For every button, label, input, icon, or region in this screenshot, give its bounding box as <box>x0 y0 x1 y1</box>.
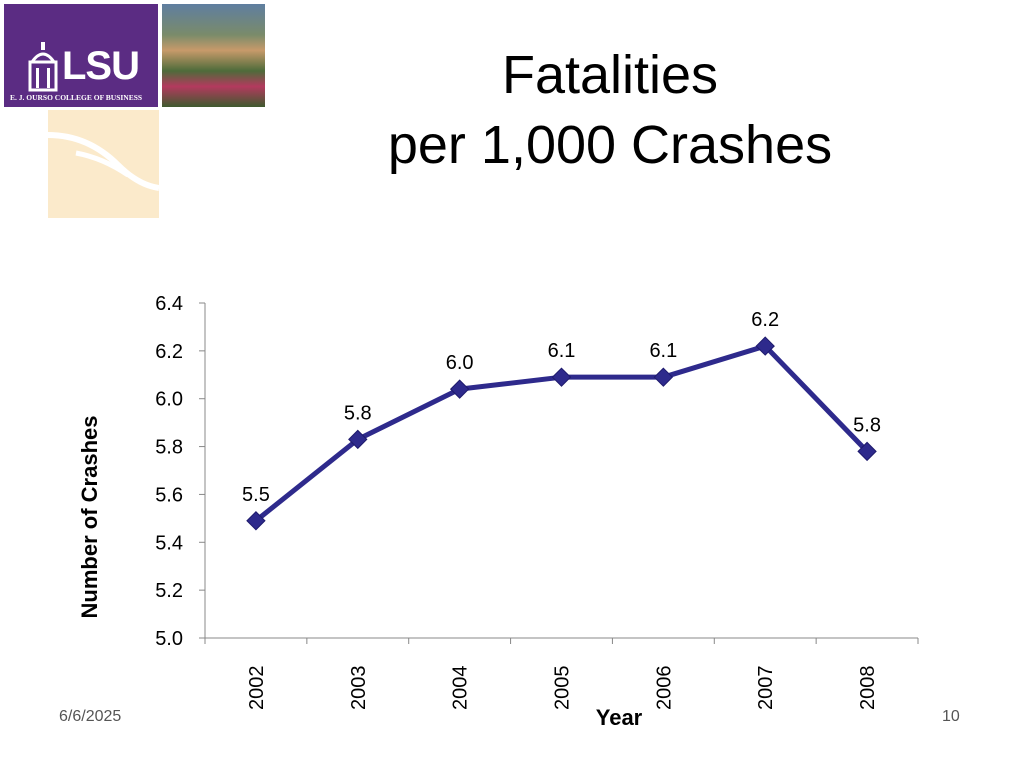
data-label: 5.5 <box>242 484 270 506</box>
logo-subtitle: E. J. OURSO COLLEGE OF BUSINESS <box>10 93 143 102</box>
lsu-logo: LSU E. J. OURSO COLLEGE OF BUSINESS <box>4 4 158 107</box>
data-point-marker <box>755 336 775 356</box>
y-tick-label: 6.2 <box>155 341 183 363</box>
data-label: 6.1 <box>649 340 677 362</box>
page-number: 10 <box>942 708 960 725</box>
data-point-marker <box>348 429 368 450</box>
title-line-2: per 1,000 Crashes <box>387 115 833 175</box>
x-tick-label: 2004 <box>450 666 472 711</box>
data-point-marker <box>653 367 674 387</box>
data-point-marker <box>857 441 877 462</box>
y-tick-label: 5.0 <box>155 628 183 650</box>
data-label: 6.0 <box>446 352 474 374</box>
x-tick-label: 2005 <box>552 666 574 711</box>
slide-date: 6/6/2025 <box>59 708 122 725</box>
y-tick-label: 5.8 <box>155 437 183 459</box>
x-tick-label: 2003 <box>348 666 370 711</box>
y-tick-label: 6.4 <box>155 293 183 315</box>
y-tick-label: 6.0 <box>155 389 183 411</box>
y-tick-label: 5.2 <box>155 580 183 602</box>
x-tick-label: 2008 <box>857 666 879 711</box>
x-tick-label: 2007 <box>755 666 777 711</box>
building-icon <box>28 42 58 92</box>
data-label: 6.1 <box>548 340 576 362</box>
y-axis-title: Number of Crashes <box>77 416 102 619</box>
data-point-marker <box>449 379 470 399</box>
data-label: 6.2 <box>751 309 779 331</box>
x-tick-label: 2006 <box>653 666 675 711</box>
data-point-marker <box>551 367 572 387</box>
y-tick-label: 5.6 <box>155 484 183 506</box>
data-point-marker <box>246 511 266 531</box>
x-tick-label: 2002 <box>246 666 268 711</box>
data-label: 5.8 <box>344 402 372 424</box>
title-line-1: Fatalities <box>501 45 719 105</box>
y-tick-label: 5.4 <box>155 532 183 554</box>
logo-text: LSU <box>62 44 140 88</box>
decorative-panel <box>48 110 159 218</box>
data-label: 5.8 <box>853 414 881 436</box>
slide-title: Fatalities per 1,000 Crashes <box>300 40 920 180</box>
campus-photo <box>162 4 265 107</box>
x-axis-title: Year <box>596 705 643 730</box>
